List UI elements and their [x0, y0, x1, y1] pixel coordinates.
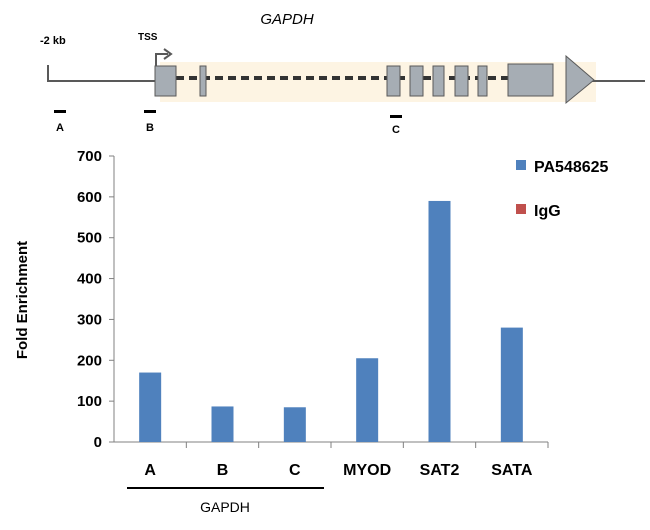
bars [139, 200, 523, 442]
primer-c-label: C [392, 124, 400, 136]
bar-pa548625-sat2 [428, 200, 451, 442]
bar-pa548625-b [211, 406, 234, 442]
exon-2 [199, 65, 207, 97]
bar-pa548625-c [283, 407, 306, 442]
y-axis-label: Fold Enrichment [14, 241, 31, 359]
x-category-label: C [289, 462, 301, 479]
primer-b-marker [144, 110, 156, 113]
x-categories: A B C MYOD SAT2 SATA [144, 442, 549, 479]
tss-label: TSS [138, 32, 158, 43]
primer-a-label: A [56, 122, 64, 134]
legend-swatch-igg [516, 204, 526, 214]
gapdh-group-label: GAPDH [200, 499, 250, 515]
legend-label-igg: IgG [534, 203, 561, 220]
exon-1 [154, 65, 177, 97]
bar-chart: Fold Enrichment 0 100 200 300 400 500 600 700 A… [14, 148, 609, 515]
y-tick-label: 100 [77, 393, 102, 410]
exon-8 [507, 63, 554, 97]
exon-5 [432, 65, 445, 97]
upstream-label: -2 kb [40, 35, 66, 47]
legend-label-pa548625: PA548625 [534, 159, 609, 176]
exon-6 [454, 65, 469, 97]
y-tick-label: 0 [94, 434, 102, 451]
y-tick-label: 400 [77, 271, 102, 288]
exon-7 [477, 65, 488, 97]
x-category-label: SAT2 [420, 462, 460, 479]
primer-b-label: B [146, 122, 154, 134]
primer-a-marker [54, 110, 66, 113]
gene-diagram: GAPDH -2 kb TSS A B C [40, 11, 645, 136]
exon-3 [386, 65, 401, 97]
legend-swatch-pa548625 [516, 160, 526, 170]
y-tick-label: 700 [77, 148, 102, 165]
exon-4 [409, 65, 424, 97]
bar-pa548625-myod [356, 358, 379, 442]
y-tick-label: 300 [77, 311, 102, 328]
tss-arrow-icon [155, 53, 168, 67]
bar-pa548625-sata [500, 327, 523, 442]
bar-pa548625-a [139, 372, 162, 442]
y-tick-label: 600 [77, 189, 102, 206]
tss-arrowhead-icon [163, 48, 173, 60]
gene-direction-arrow-icon [565, 54, 595, 105]
y-tick-label: 500 [77, 230, 102, 247]
x-category-label: A [144, 462, 156, 479]
x-category-label: B [217, 462, 229, 479]
legend: PA548625 IgG [516, 159, 609, 220]
gene-name: GAPDH [260, 11, 314, 28]
y-tick-label: 200 [77, 352, 102, 369]
primer-c-marker [390, 115, 402, 118]
x-category-label: MYOD [343, 462, 391, 479]
x-category-label: SATA [491, 462, 533, 479]
y-ticks: 0 100 200 300 400 500 600 700 [77, 148, 114, 451]
